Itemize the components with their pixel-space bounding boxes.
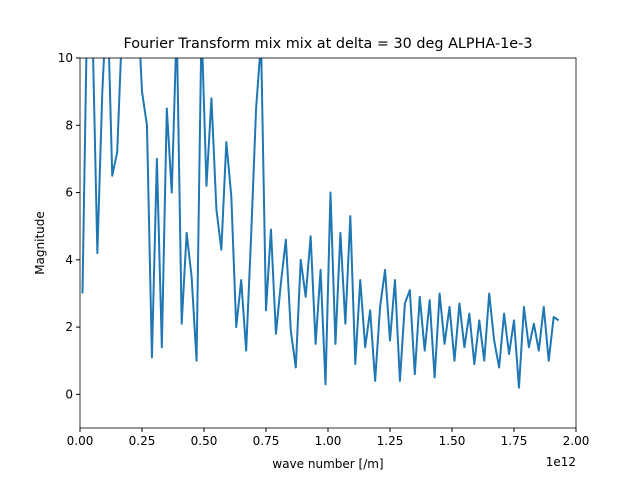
x-tick-label: 2.00 — [563, 434, 590, 448]
y-tick-label: 2 — [65, 320, 73, 334]
x-tick-label: 0.50 — [191, 434, 218, 448]
x-tick-label: 1.50 — [439, 434, 466, 448]
y-tick-label: 6 — [65, 186, 73, 200]
y-tick-label: 10 — [58, 51, 73, 65]
x-tick-label: 1.25 — [377, 434, 404, 448]
x-offset-label: 1e12 — [546, 455, 576, 469]
x-tick-label: 0.00 — [67, 434, 94, 448]
x-tick-label: 1.00 — [315, 434, 342, 448]
x-tick-label: 0.75 — [253, 434, 280, 448]
x-tick-label: 1.75 — [501, 434, 528, 448]
x-axis-label: wave number [/m] — [272, 457, 383, 471]
x-tick-label: 0.25 — [129, 434, 156, 448]
plot-frame — [79, 57, 577, 429]
data-line — [81, 58, 560, 389]
y-tick-label: 4 — [65, 253, 73, 267]
y-axis-label: Magnitude — [33, 211, 47, 275]
y-tick-label: 0 — [65, 387, 73, 401]
chart-title: Fourier Transform mix mix at delta = 30 … — [123, 36, 532, 52]
y-tick-label: 8 — [65, 118, 73, 132]
